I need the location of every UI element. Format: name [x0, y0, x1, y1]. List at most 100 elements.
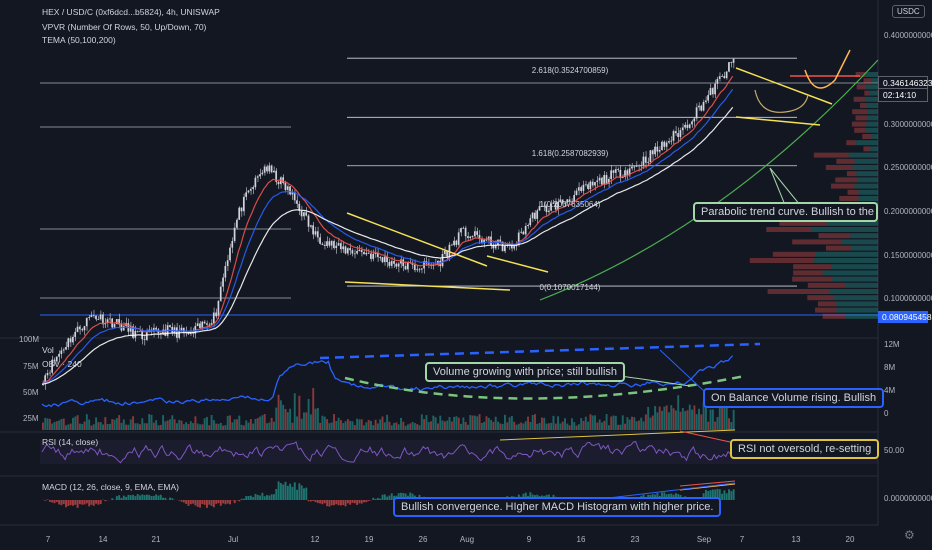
time-axis-label: 7	[739, 535, 745, 544]
candle-body	[504, 245, 506, 252]
vpvr-bar-up	[871, 78, 878, 84]
annotation-parabolic[interactable]: Parabolic trend curve. Bullish to the le…	[693, 202, 878, 222]
candle-body	[584, 184, 587, 186]
time-axis-label: Sep	[696, 535, 712, 544]
macd-histogram-bar	[360, 500, 363, 504]
annotation-obv[interactable]: On Balance Volume rising. Bullish	[703, 388, 885, 408]
annotation-pointer	[769, 167, 802, 206]
candle-body	[67, 338, 70, 348]
macd-histogram-bar	[328, 500, 331, 507]
volume-bar	[125, 424, 128, 430]
candle-body	[568, 199, 571, 202]
macd-histogram-bar	[289, 483, 292, 500]
annotation-volume[interactable]: Volume growing with price; still bullish	[425, 362, 626, 382]
macd-histogram-bar	[309, 500, 312, 502]
macd-histogram-bar	[60, 500, 63, 506]
candle-body	[695, 107, 698, 119]
vpvr-bar-down	[825, 165, 853, 170]
macd-histogram-bar	[222, 500, 225, 504]
volume-bar	[693, 405, 696, 430]
volume-bar	[323, 416, 326, 430]
volume-bar	[48, 418, 51, 430]
volume-bar	[598, 419, 601, 430]
candle-body	[210, 323, 213, 326]
macd-histogram-bar	[83, 500, 86, 505]
macd-histogram-bar	[275, 489, 278, 500]
candle-body	[236, 219, 238, 228]
macd-histogram-bar	[95, 500, 98, 504]
volume-bar	[633, 417, 636, 430]
candle-body	[728, 62, 730, 72]
volume-bar	[266, 423, 268, 430]
annotation-rsi[interactable]: RSI not oversold, re-setting	[730, 439, 880, 459]
price-axis-label: 0.1500000000	[884, 251, 932, 260]
macd-histogram-bar	[143, 495, 146, 500]
volume-bar	[665, 405, 668, 430]
volume-bar	[536, 423, 539, 430]
candle-body	[337, 243, 340, 246]
candle-body	[656, 146, 659, 152]
macd-histogram-bar	[293, 482, 296, 500]
macd-histogram-bar	[321, 500, 324, 505]
candle-body	[617, 169, 619, 170]
candle-body	[95, 315, 97, 320]
currency-badge[interactable]: USDC	[892, 5, 925, 18]
vpvr-bar-up	[865, 96, 878, 102]
volume-bar	[607, 425, 610, 430]
volume-bar	[515, 424, 518, 430]
macd-histogram-bar	[670, 493, 673, 500]
volume-bar	[670, 405, 673, 430]
annotation-macd[interactable]: Bullish convergence. HIgher MACD Histogr…	[393, 497, 722, 517]
macd-histogram-bar	[217, 500, 220, 504]
candle-body	[44, 375, 47, 385]
candle-body	[605, 175, 608, 184]
volume-bar	[453, 416, 456, 430]
volume-bar	[661, 410, 663, 430]
volume-bar	[418, 425, 421, 430]
candle-body	[326, 241, 328, 247]
macd-histogram-bar	[192, 500, 195, 504]
candle-body	[681, 127, 684, 131]
candle-body	[448, 244, 451, 257]
candle-body	[55, 356, 58, 362]
candle-body	[457, 232, 460, 245]
macd-histogram-bar	[339, 500, 342, 506]
volume-bar	[413, 423, 416, 430]
volume-bar	[238, 415, 241, 430]
vpvr-bar-down	[749, 258, 815, 263]
candle-body	[58, 353, 60, 357]
price-axis-label: 0.3000000000	[884, 120, 932, 129]
parabolic-curve	[539, 59, 879, 301]
volume-bar	[95, 417, 98, 430]
macd-histogram-bar	[365, 500, 368, 503]
candle-body	[386, 256, 388, 263]
candle-body	[335, 245, 338, 249]
volume-bar	[457, 417, 460, 430]
settings-gear-icon[interactable]: ⚙	[904, 528, 915, 542]
candle-body	[626, 170, 629, 176]
tema-indicator-label[interactable]: TEMA (50,100,200)	[42, 35, 116, 45]
candle-body	[631, 166, 633, 169]
candle-body	[725, 71, 728, 79]
volume-bar	[206, 416, 208, 430]
obv-title[interactable]: OBV · 240	[42, 359, 82, 369]
macd-histogram-bar	[411, 493, 414, 500]
macd-histogram-bar	[379, 498, 382, 500]
volume-bar	[584, 416, 587, 430]
volume-bar	[256, 418, 259, 430]
candle-body	[249, 188, 252, 191]
macd-histogram-bar	[67, 500, 70, 507]
macd-histogram-bar	[118, 495, 121, 500]
macd-title[interactable]: MACD (12, 26, close, 9, EMA, EMA)	[42, 482, 179, 492]
volume-bar	[335, 420, 338, 430]
candle-body	[651, 150, 654, 155]
volume-title[interactable]: Vol	[42, 345, 54, 355]
vpvr-indicator-label[interactable]: VPVR (Number Of Rows, 50, Up/Down, 70)	[42, 22, 207, 32]
candle-body	[716, 78, 719, 84]
rsi-title[interactable]: RSI (14, close)	[42, 437, 99, 447]
volume-bar	[381, 416, 384, 430]
volume-bar	[700, 414, 703, 430]
volume-bar	[626, 417, 629, 430]
vpvr-bar-up	[867, 115, 878, 121]
volume-bar	[240, 424, 243, 430]
